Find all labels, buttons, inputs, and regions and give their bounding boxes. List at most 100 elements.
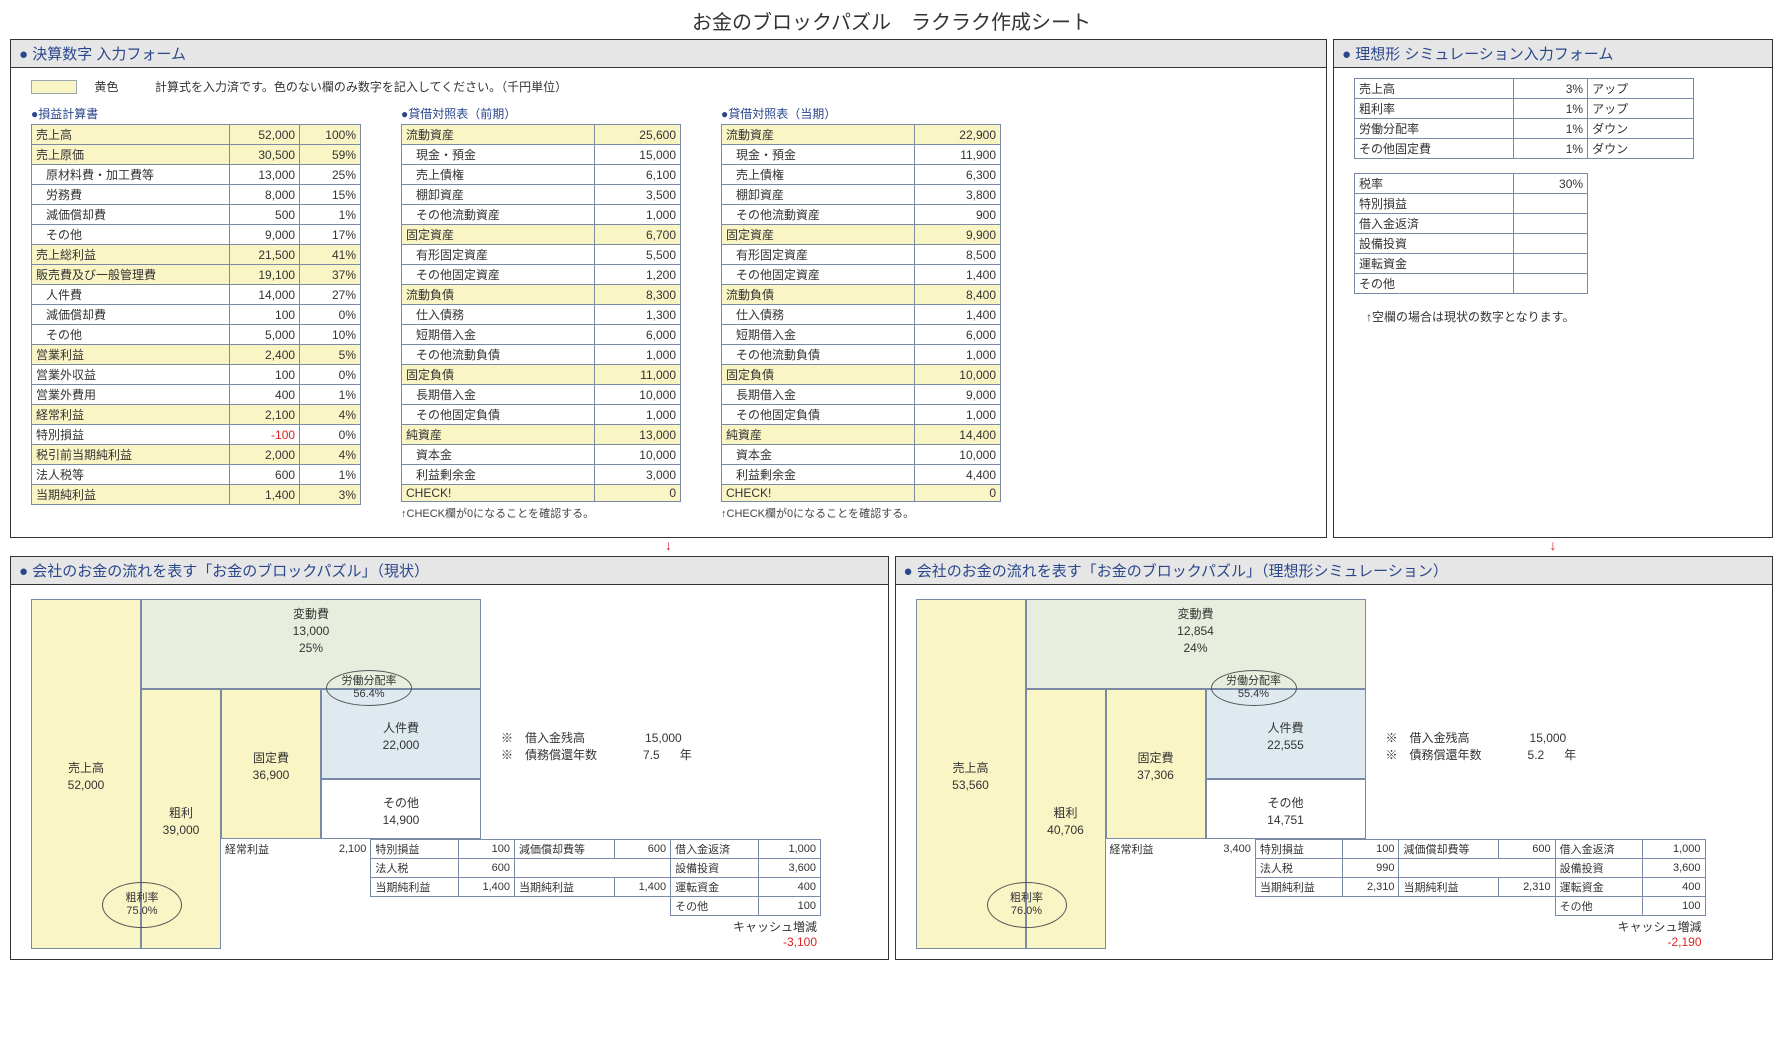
row-value[interactable]: 10,000 xyxy=(915,445,1001,465)
row-value[interactable]: 3,500 xyxy=(595,185,681,205)
row-label: 固定負債 xyxy=(402,365,595,385)
row-value[interactable]: 3,800 xyxy=(915,185,1001,205)
row-value[interactable]: 2,100 xyxy=(229,405,299,425)
row-value[interactable]: 6,100 xyxy=(595,165,681,185)
row-value[interactable]: 10,000 xyxy=(595,445,681,465)
sim-value[interactable]: 3% xyxy=(1513,79,1587,99)
row-label: その他流動負債 xyxy=(722,345,915,365)
row-value[interactable]: 1,200 xyxy=(595,265,681,285)
row-value[interactable]: 14,000 xyxy=(229,285,299,305)
sim-label: 特別損益 xyxy=(1355,194,1514,214)
row-value[interactable]: 9,000 xyxy=(915,385,1001,405)
row-value[interactable]: 13,000 xyxy=(229,165,299,185)
row-label: 短期借入金 xyxy=(722,325,915,345)
row-value[interactable]: 11,900 xyxy=(915,145,1001,165)
other-cost-box: その他14,751 xyxy=(1206,779,1366,839)
fixed-cost-box: 固定費36,900 xyxy=(221,689,321,839)
row-value[interactable]: 3,000 xyxy=(595,465,681,485)
row-label: 現金・預金 xyxy=(722,145,915,165)
row-value[interactable]: 5,500 xyxy=(595,245,681,265)
row-value[interactable]: 22,900 xyxy=(915,125,1001,145)
row-label: 売上債権 xyxy=(722,165,915,185)
other-cost-box: その他14,900 xyxy=(321,779,481,839)
row-pct: 41% xyxy=(300,245,361,265)
row-value[interactable]: 13,000 xyxy=(595,425,681,445)
sim-value[interactable]: 30% xyxy=(1513,174,1587,194)
row-label: CHECK! xyxy=(402,485,595,502)
row-value[interactable]: 6,700 xyxy=(595,225,681,245)
row-label: 減価償却費 xyxy=(32,205,230,225)
row-pct: 3% xyxy=(300,485,361,505)
row-value[interactable]: 1,400 xyxy=(915,265,1001,285)
sim-value[interactable] xyxy=(1513,274,1587,294)
row-pct: 27% xyxy=(300,285,361,305)
row-value[interactable]: 2,000 xyxy=(229,445,299,465)
row-value[interactable]: 14,400 xyxy=(915,425,1001,445)
row-value[interactable]: 9,900 xyxy=(915,225,1001,245)
row-value[interactable]: 8,300 xyxy=(595,285,681,305)
sim-value[interactable] xyxy=(1513,194,1587,214)
row-value[interactable]: 0 xyxy=(915,485,1001,502)
row-label: 特別損益 xyxy=(32,425,230,445)
row-value[interactable]: 52,000 xyxy=(229,125,299,145)
row-value[interactable]: 10,000 xyxy=(915,365,1001,385)
sim-label: 設備投資 xyxy=(1355,234,1514,254)
row-value[interactable]: 600 xyxy=(229,465,299,485)
row-value[interactable]: 8,400 xyxy=(915,285,1001,305)
row-value[interactable]: 19,100 xyxy=(229,265,299,285)
row-value[interactable]: 15,000 xyxy=(595,145,681,165)
row-value[interactable]: 1,000 xyxy=(595,205,681,225)
sim-value[interactable]: 1% xyxy=(1513,139,1587,159)
hint-text: 計算式を入力済です。色のない欄のみ数字を記入してください。（千円単位） xyxy=(155,80,567,94)
row-label: 減価償却費 xyxy=(32,305,230,325)
row-value[interactable]: 8,500 xyxy=(915,245,1001,265)
row-value[interactable]: 400 xyxy=(229,385,299,405)
row-value[interactable]: 8,000 xyxy=(229,185,299,205)
row-value[interactable]: 1,400 xyxy=(229,485,299,505)
row-value[interactable]: 30,500 xyxy=(229,145,299,165)
labor-rate-ellipse: 労働分配率56.4% xyxy=(326,670,412,706)
row-value[interactable]: 0 xyxy=(595,485,681,502)
row-value[interactable]: 1,400 xyxy=(915,305,1001,325)
arrow-down-right: ↓ xyxy=(1333,542,1773,552)
row-value[interactable]: 5,000 xyxy=(229,325,299,345)
row-value[interactable]: 4,400 xyxy=(915,465,1001,485)
row-label: 純資産 xyxy=(402,425,595,445)
row-pct: 15% xyxy=(300,185,361,205)
row-label: 現金・預金 xyxy=(402,145,595,165)
row-value[interactable]: 11,000 xyxy=(595,365,681,385)
row-value[interactable]: 1,300 xyxy=(595,305,681,325)
row-value[interactable]: -100 xyxy=(229,425,299,445)
row-value[interactable]: 25,600 xyxy=(595,125,681,145)
sim-value[interactable]: 1% xyxy=(1513,99,1587,119)
row-value[interactable]: 2,400 xyxy=(229,345,299,365)
row-value[interactable]: 1,000 xyxy=(595,345,681,365)
row-value[interactable]: 1,000 xyxy=(595,405,681,425)
row-value[interactable]: 1,000 xyxy=(915,405,1001,425)
sim-value[interactable] xyxy=(1513,234,1587,254)
sim-value[interactable]: 1% xyxy=(1513,119,1587,139)
sim-value[interactable] xyxy=(1513,214,1587,234)
row-value[interactable]: 100 xyxy=(229,365,299,385)
row-value[interactable]: 500 xyxy=(229,205,299,225)
sim-note xyxy=(1588,194,1694,214)
sim-note xyxy=(1588,174,1694,194)
row-value[interactable]: 9,000 xyxy=(229,225,299,245)
row-value[interactable]: 900 xyxy=(915,205,1001,225)
row-value[interactable]: 21,500 xyxy=(229,245,299,265)
row-value[interactable]: 6,000 xyxy=(915,325,1001,345)
loan-notes: ※ 借入金残高15,000 ※ 債務償還年数5.2年 xyxy=(1366,689,1706,839)
row-label: 利益剰余金 xyxy=(402,465,595,485)
row-value[interactable]: 1,000 xyxy=(915,345,1001,365)
row-label: 税引前当期純利益 xyxy=(32,445,230,465)
panel-header-puzzle-ideal: ● 会社のお金の流れを表す「お金のブロックパズル」（理想形シミュレーション） xyxy=(896,557,1773,585)
sim-value[interactable] xyxy=(1513,254,1587,274)
row-label: 労務費 xyxy=(32,185,230,205)
row-value[interactable]: 6,300 xyxy=(915,165,1001,185)
row-value[interactable]: 6,000 xyxy=(595,325,681,345)
row-value[interactable]: 100 xyxy=(229,305,299,325)
panel-header-sim: ● 理想形 シミュレーション入力フォーム xyxy=(1334,40,1772,68)
row-label: 固定負債 xyxy=(722,365,915,385)
bs-curr-title: ●貸借対照表（当期） xyxy=(721,105,1001,122)
row-value[interactable]: 10,000 xyxy=(595,385,681,405)
